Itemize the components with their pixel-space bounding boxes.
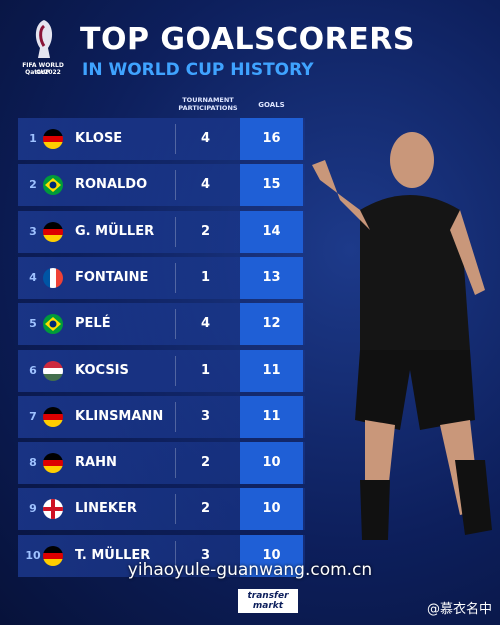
goals: 10 <box>262 501 281 517</box>
rank: 10 <box>25 548 41 562</box>
credit: @慕衣名中 <box>426 602 492 617</box>
goals: 10 <box>262 547 281 563</box>
logo-text: FIFA WORLD CUP <box>22 62 64 76</box>
rank: 8 <box>29 456 37 470</box>
separator <box>175 448 176 479</box>
rank: 3 <box>29 224 37 238</box>
goals-cell: 13 <box>240 256 303 299</box>
flag-icon <box>43 175 63 196</box>
player-name: KLOSE <box>75 131 123 146</box>
table-row: 6 KOCSIS 1 11 <box>18 349 305 392</box>
table-row: 5 PELÉ 4 12 <box>18 303 305 346</box>
table-row: 1 KLOSE 4 16 <box>18 118 305 160</box>
participations: 2 <box>200 223 211 239</box>
participations: 4 <box>200 131 211 146</box>
table-row: 4 FONTAINE 1 13 <box>18 256 305 299</box>
rank: 5 <box>29 317 37 331</box>
subtitle: IN WORLD CUP HISTORY <box>82 60 314 80</box>
flag-icon <box>43 129 63 149</box>
separator <box>175 262 176 293</box>
rank: 2 <box>29 178 37 192</box>
player-name: LINEKER <box>75 501 137 517</box>
player-name: PELÉ <box>75 316 111 332</box>
goals: 11 <box>262 408 281 424</box>
separator <box>175 355 176 386</box>
table-row: 10 T. MÜLLER 3 10 <box>18 534 305 577</box>
goals: 13 <box>262 269 281 285</box>
table-row: 9 LINEKER 2 10 <box>18 488 305 531</box>
flag-icon <box>43 499 63 520</box>
player-name: T. MÜLLER <box>75 547 151 563</box>
watermark: yihaoyule-guanwang.com.cn <box>127 560 373 580</box>
goals: 11 <box>262 362 281 378</box>
participations: 3 <box>200 408 211 424</box>
rank: 6 <box>29 363 37 377</box>
participations: 2 <box>200 455 211 471</box>
goals-cell: 16 <box>240 118 303 160</box>
goals: 10 <box>262 455 281 471</box>
goals-cell: 11 <box>240 395 303 438</box>
table-row: 7 KLINSMANN 3 11 <box>18 395 305 438</box>
participations: 1 <box>200 269 211 285</box>
goals: 14 <box>262 223 281 239</box>
goals: 16 <box>262 131 281 146</box>
flag-icon <box>43 545 63 566</box>
brand-text: markt <box>252 601 284 611</box>
flag-icon <box>43 314 63 335</box>
goals-cell: 14 <box>240 210 303 253</box>
player-figure <box>312 132 492 540</box>
table-row: 2 RONALDO 4 15 <box>18 164 305 207</box>
brand-text: transfer <box>247 591 289 601</box>
player-name: FONTAINE <box>75 269 149 285</box>
goals: 12 <box>262 316 281 332</box>
goals-cell: 10 <box>240 442 303 485</box>
title: TOP GOALSCORERS <box>80 22 415 57</box>
player-name: KOCSIS <box>75 362 129 378</box>
separator <box>175 124 176 154</box>
separator <box>175 170 176 201</box>
flag-icon <box>43 360 63 381</box>
flag-icon <box>43 406 63 427</box>
flag-icon <box>43 453 63 474</box>
column-header: TOURNAMENT PARTICIPATIONS <box>178 96 238 112</box>
separator <box>175 309 176 340</box>
rank: 4 <box>29 270 37 284</box>
goals: 15 <box>262 177 281 193</box>
separator <box>175 401 176 432</box>
goals-cell: 15 <box>240 164 303 207</box>
goals-cell: 12 <box>240 303 303 346</box>
participations: 2 <box>200 501 211 517</box>
table-row: 3 G. MÜLLER 2 14 <box>18 210 305 253</box>
separator <box>175 216 176 247</box>
brand-logo: transfer markt <box>238 589 298 613</box>
goals-cell: 10 <box>240 488 303 531</box>
separator <box>175 540 176 571</box>
rank: 9 <box>29 502 37 516</box>
flag-icon <box>43 221 63 242</box>
participations: 3 <box>200 547 211 563</box>
player-name: RONALDO <box>75 177 148 193</box>
participations: 4 <box>200 316 211 332</box>
separator <box>175 494 176 525</box>
player-name: G. MÜLLER <box>75 223 155 239</box>
goals-cell: 10 <box>240 534 303 577</box>
trophy-logo <box>35 20 53 58</box>
logo-text: Qatar2022 <box>25 69 61 76</box>
rank: 7 <box>29 409 37 423</box>
column-header: GOALS <box>258 101 285 109</box>
flag-icon <box>43 267 63 288</box>
participations: 1 <box>200 362 211 378</box>
player-name: RAHN <box>75 455 117 471</box>
rank: 1 <box>29 132 37 145</box>
participations: 4 <box>200 177 211 193</box>
goals-cell: 11 <box>240 349 303 392</box>
table-row: 8 RAHN 2 10 <box>18 442 305 485</box>
player-name: KLINSMANN <box>75 408 164 424</box>
